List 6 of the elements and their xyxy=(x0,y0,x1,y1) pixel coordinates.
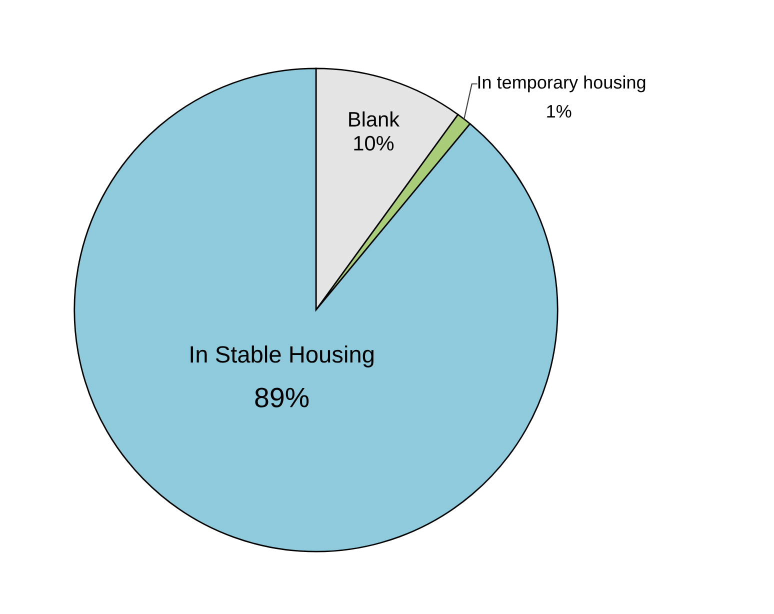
slice-label: In Stable Housing xyxy=(190,345,374,368)
data-label: 10% xyxy=(354,136,394,151)
data-label: 89% xyxy=(255,388,309,408)
slice-label: In temporary housing xyxy=(478,75,646,92)
slice-label: Blank xyxy=(349,111,400,127)
data-label: 1% xyxy=(547,105,572,118)
